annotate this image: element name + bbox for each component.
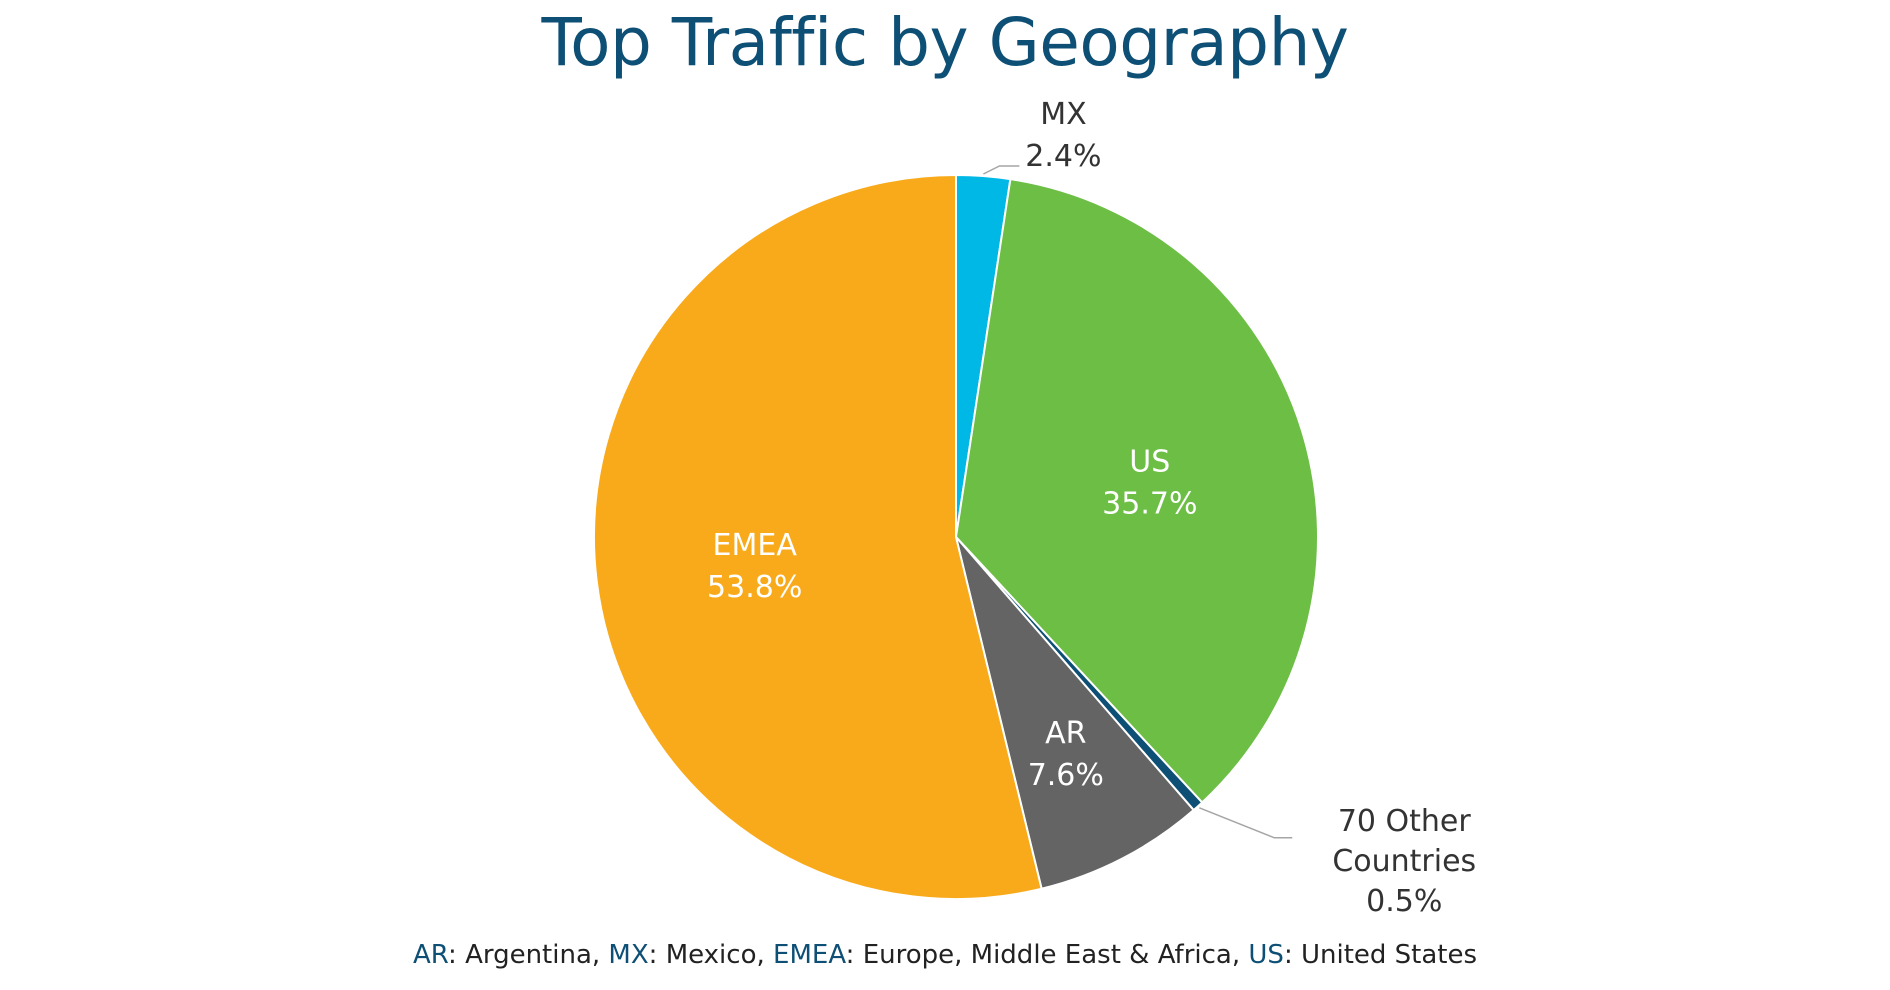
pie-slice-emea — [593, 174, 1043, 900]
leader-line-mx — [983, 165, 1020, 175]
slice-value-emea: 53.8% — [707, 570, 802, 605]
footnote-trail: , — [756, 940, 774, 970]
slice-value-70-other-countries: 0.5% — [1366, 884, 1442, 919]
footnote-abbr-emea: EMEA — [773, 940, 846, 970]
footnote-sep: : — [845, 940, 863, 970]
slice-label-mx: MX — [1040, 97, 1086, 132]
footnote-abbr-us: US — [1248, 940, 1284, 970]
pie-slice-us — [955, 178, 1319, 804]
leader-line-70-other-countries — [1199, 807, 1293, 839]
chart-title: Top Traffic by Geography — [541, 4, 1349, 81]
footnote-sep: : — [648, 940, 666, 970]
footnote-trail: , — [591, 940, 609, 970]
abbreviation-footnote: AR: Argentina, MX: Mexico, EMEA: Europe,… — [0, 940, 1890, 970]
footnote-full-emea: Europe, Middle East & Africa — [862, 940, 1232, 970]
slice-label-us: US — [1129, 444, 1170, 479]
footnote-abbr-mx: MX — [608, 940, 649, 970]
footnote-full-us: United States — [1300, 940, 1478, 970]
footnote-sep: : — [448, 940, 466, 970]
slice-label-70-other-countries-line-2: Countries — [1332, 844, 1476, 879]
footnote-sep: : — [1283, 940, 1301, 970]
footnote-full-ar: Argentina — [465, 940, 592, 970]
slice-value-ar: 7.6% — [1028, 758, 1104, 793]
footnote-trail: , — [1231, 940, 1249, 970]
slice-value-mx: 2.4% — [1025, 139, 1101, 174]
footnote-abbr-ar: AR — [412, 940, 449, 970]
slice-value-us: 35.7% — [1102, 486, 1197, 521]
pie-slice-ar — [955, 536, 1195, 890]
slice-label-emea: EMEA — [713, 528, 798, 563]
footnote-full-mx: Mexico — [665, 940, 757, 970]
slice-label-ar: AR — [1045, 716, 1086, 751]
slice-label-70-other-countries-line-1: 70 Other — [1338, 804, 1472, 839]
